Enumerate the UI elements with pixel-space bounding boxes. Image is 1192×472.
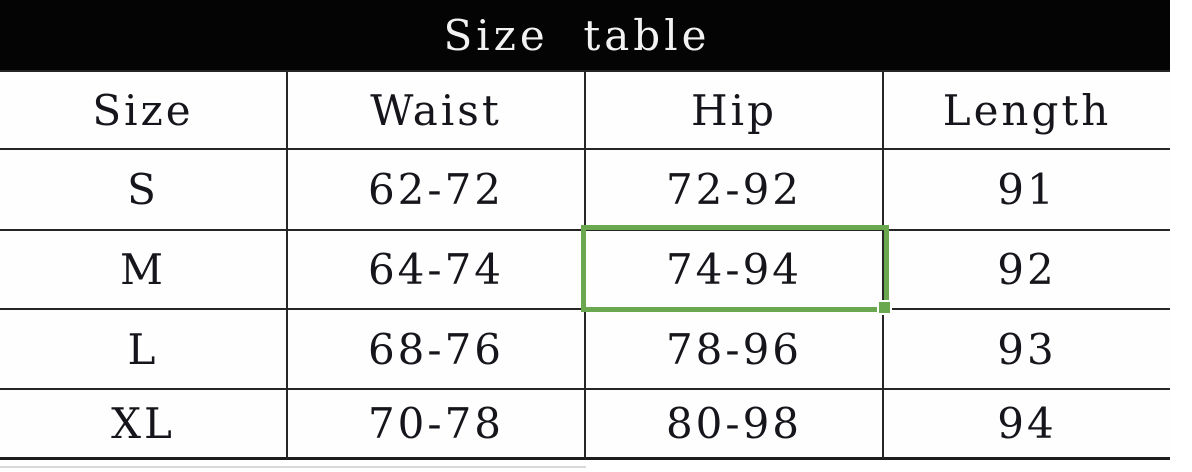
cell-m-waist[interactable]: 64-74 bbox=[288, 231, 586, 310]
header-cell-length[interactable]: Length bbox=[884, 72, 1170, 150]
cell-l-hip[interactable]: 78-96 bbox=[586, 310, 884, 390]
cell-s-hip[interactable]: 72-92 bbox=[586, 150, 884, 231]
cell-xl-hip[interactable]: 80-98 bbox=[586, 390, 884, 460]
cell-m-size[interactable]: M bbox=[0, 231, 288, 310]
header-cell-size[interactable]: Size bbox=[0, 72, 288, 150]
selection-fill-handle[interactable] bbox=[877, 300, 892, 315]
cell-l-length[interactable]: 93 bbox=[884, 310, 1170, 390]
header-cell-hip[interactable]: Hip bbox=[586, 72, 884, 150]
cell-l-waist[interactable]: 68-76 bbox=[288, 310, 586, 390]
header-cell-waist[interactable]: Waist bbox=[288, 72, 586, 150]
cell-l-size[interactable]: L bbox=[0, 310, 288, 390]
table-title: Size table bbox=[443, 10, 711, 60]
cell-m-length[interactable]: 92 bbox=[884, 231, 1170, 310]
cell-s-length[interactable]: 91 bbox=[884, 150, 1170, 231]
cell-xl-length[interactable]: 94 bbox=[884, 390, 1170, 460]
cell-xl-size[interactable]: XL bbox=[0, 390, 288, 460]
bottom-edge-artifact-line bbox=[0, 466, 586, 468]
cell-m-hip-selected[interactable]: 74-94 bbox=[586, 231, 884, 310]
title-bar: Size table bbox=[0, 0, 1170, 70]
cell-s-size[interactable]: S bbox=[0, 150, 288, 231]
cell-s-waist[interactable]: 62-72 bbox=[288, 150, 586, 231]
cell-xl-waist[interactable]: 70-78 bbox=[288, 390, 586, 460]
size-table: Size Waist Hip Length S 62-72 72-92 91 M… bbox=[0, 70, 1170, 460]
